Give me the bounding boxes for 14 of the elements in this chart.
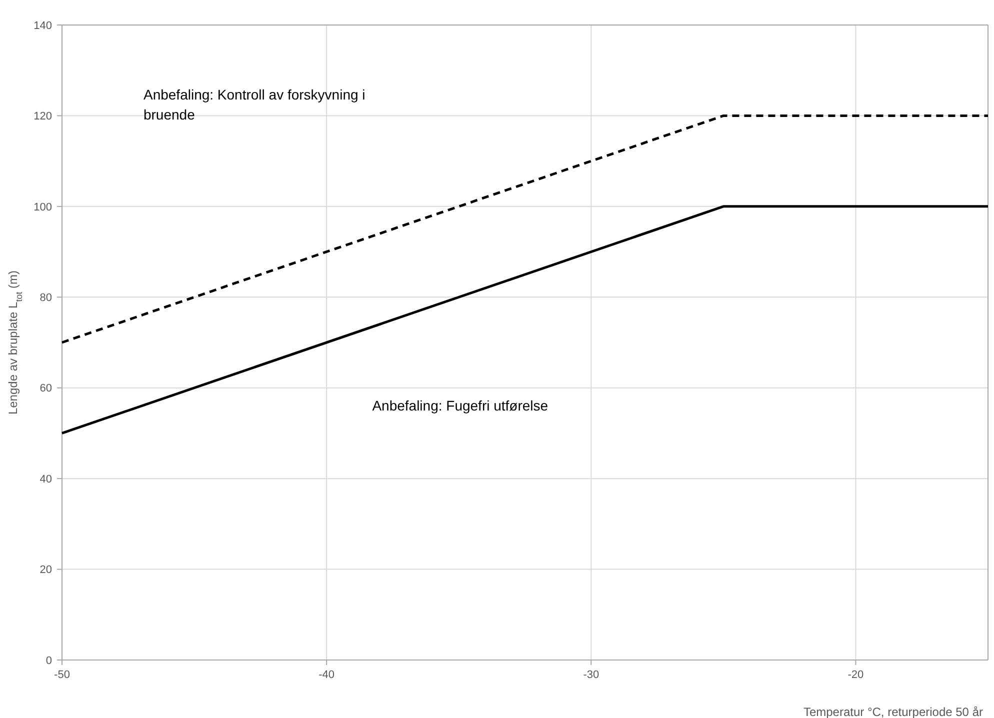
annotation: Anbefaling: Kontroll av forskyvning i bruende	[143, 86, 366, 123]
x-tick-label: -30	[583, 669, 600, 681]
x-tick-label: -20	[848, 669, 864, 681]
y-tick-label: 80	[40, 292, 52, 304]
y-tick-label: 120	[34, 110, 52, 123]
y-tick-label: 0	[46, 654, 52, 667]
y-tick-label: 20	[40, 564, 52, 576]
y-tick-label: 40	[40, 473, 52, 486]
annotation: Anbefaling: Fugefri utførelse	[372, 398, 548, 414]
y-tick-label: 60	[40, 382, 52, 395]
x-tick-label: -50	[54, 669, 70, 681]
y-tick-label: 100	[34, 201, 52, 214]
x-tick-label: -40	[318, 669, 335, 681]
y-tick-label: 140	[34, 20, 52, 32]
